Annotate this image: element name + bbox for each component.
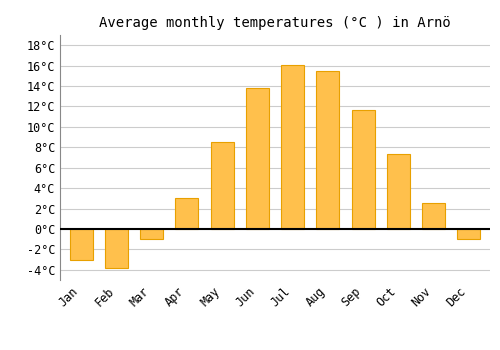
Title: Average monthly temperatures (°C ) in Arnö: Average monthly temperatures (°C ) in Ar… [99, 16, 451, 30]
Bar [352, 110, 374, 229]
Bar [281, 65, 304, 229]
Bar [422, 203, 445, 229]
Bar [458, 229, 480, 239]
Bar [387, 154, 410, 229]
Bar [70, 229, 92, 260]
Bar [105, 229, 128, 268]
Bar [210, 142, 234, 229]
Bar [140, 229, 163, 239]
Bar [176, 198, 199, 229]
Bar [316, 71, 340, 229]
Bar [246, 88, 269, 229]
